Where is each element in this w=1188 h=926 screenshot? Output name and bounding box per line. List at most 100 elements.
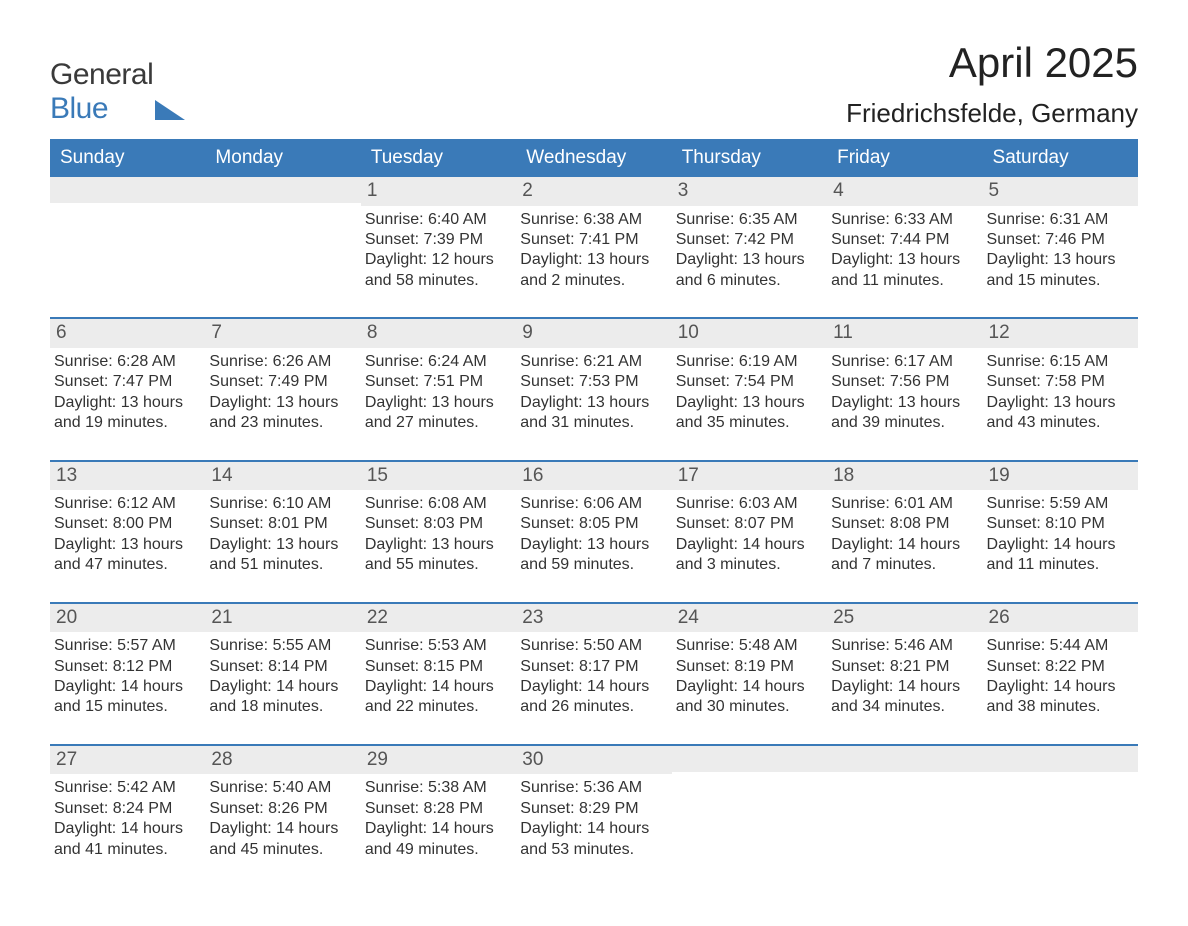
sunrise-line: Sunrise: 5:50 AM	[520, 636, 667, 656]
daylight-line: Daylight: 14 hours	[365, 677, 512, 697]
calendar-day-cell: 3Sunrise: 6:35 AMSunset: 7:42 PMDaylight…	[672, 177, 827, 317]
sunset-line: Sunset: 7:46 PM	[987, 230, 1134, 250]
day-number-bar: 12	[983, 317, 1138, 347]
day-number-bar: 3	[672, 177, 827, 205]
daylight-line: Daylight: 13 hours	[54, 393, 201, 413]
daylight-line: Daylight: 14 hours	[209, 819, 356, 839]
sunset-line: Sunset: 7:44 PM	[831, 230, 978, 250]
day-content: Sunrise: 6:24 AMSunset: 7:51 PMDaylight:…	[361, 348, 516, 460]
daylight-line: and 47 minutes.	[54, 555, 201, 575]
sunrise-line: Sunrise: 6:01 AM	[831, 494, 978, 514]
calendar-day-cell: 6Sunrise: 6:28 AMSunset: 7:47 PMDaylight…	[50, 317, 205, 459]
daylight-line: Daylight: 14 hours	[520, 819, 667, 839]
daylight-line: Daylight: 14 hours	[676, 677, 823, 697]
sunrise-line: Sunrise: 5:42 AM	[54, 778, 201, 798]
day-number-bar	[205, 177, 360, 203]
calendar-day-cell	[672, 744, 827, 886]
day-number-bar: 25	[827, 602, 982, 632]
sunrise-line: Sunrise: 6:38 AM	[520, 210, 667, 230]
day-number-bar: 19	[983, 460, 1138, 490]
calendar-day-cell: 1Sunrise: 6:40 AMSunset: 7:39 PMDaylight…	[361, 177, 516, 317]
daylight-line: and 31 minutes.	[520, 413, 667, 433]
sunrise-line: Sunrise: 6:24 AM	[365, 352, 512, 372]
daylight-line: and 55 minutes.	[365, 555, 512, 575]
daylight-line: and 58 minutes.	[365, 271, 512, 291]
day-content: Sunrise: 6:28 AMSunset: 7:47 PMDaylight:…	[50, 348, 205, 460]
calendar-day-cell	[50, 177, 205, 317]
daylight-line: Daylight: 14 hours	[365, 819, 512, 839]
calendar-day-cell: 23Sunrise: 5:50 AMSunset: 8:17 PMDayligh…	[516, 602, 671, 744]
weekday-header: Saturday	[983, 139, 1138, 177]
day-content: Sunrise: 5:50 AMSunset: 8:17 PMDaylight:…	[516, 632, 671, 744]
day-content: Sunrise: 6:01 AMSunset: 8:08 PMDaylight:…	[827, 490, 982, 602]
daylight-line: and 51 minutes.	[209, 555, 356, 575]
day-content	[205, 203, 360, 233]
sunrise-line: Sunrise: 5:48 AM	[676, 636, 823, 656]
daylight-line: and 23 minutes.	[209, 413, 356, 433]
calendar-day-cell: 14Sunrise: 6:10 AMSunset: 8:01 PMDayligh…	[205, 460, 360, 602]
daylight-line: and 59 minutes.	[520, 555, 667, 575]
day-content: Sunrise: 5:57 AMSunset: 8:12 PMDaylight:…	[50, 632, 205, 744]
daylight-line: Daylight: 13 hours	[209, 535, 356, 555]
daylight-line: and 11 minutes.	[831, 271, 978, 291]
daylight-line: and 7 minutes.	[831, 555, 978, 575]
sunset-line: Sunset: 8:14 PM	[209, 657, 356, 677]
sunrise-line: Sunrise: 6:12 AM	[54, 494, 201, 514]
daylight-line: Daylight: 14 hours	[209, 677, 356, 697]
daylight-line: Daylight: 13 hours	[54, 535, 201, 555]
day-content: Sunrise: 6:06 AMSunset: 8:05 PMDaylight:…	[516, 490, 671, 602]
day-number-bar: 5	[983, 177, 1138, 205]
day-number-bar: 22	[361, 602, 516, 632]
day-number-bar: 18	[827, 460, 982, 490]
calendar-day-cell: 15Sunrise: 6:08 AMSunset: 8:03 PMDayligh…	[361, 460, 516, 602]
day-content: Sunrise: 6:38 AMSunset: 7:41 PMDaylight:…	[516, 206, 671, 318]
day-content: Sunrise: 6:15 AMSunset: 7:58 PMDaylight:…	[983, 348, 1138, 460]
daylight-line: and 11 minutes.	[987, 555, 1134, 575]
daylight-line: and 45 minutes.	[209, 840, 356, 860]
day-content	[672, 772, 827, 802]
sunset-line: Sunset: 8:28 PM	[365, 799, 512, 819]
daylight-line: Daylight: 13 hours	[831, 250, 978, 270]
day-number-bar: 21	[205, 602, 360, 632]
daylight-line: Daylight: 14 hours	[987, 677, 1134, 697]
sunrise-line: Sunrise: 6:08 AM	[365, 494, 512, 514]
day-number-bar	[827, 744, 982, 772]
calendar-week-row: 27Sunrise: 5:42 AMSunset: 8:24 PMDayligh…	[50, 744, 1138, 886]
daylight-line: and 35 minutes.	[676, 413, 823, 433]
calendar-day-cell: 5Sunrise: 6:31 AMSunset: 7:46 PMDaylight…	[983, 177, 1138, 317]
sunset-line: Sunset: 7:47 PM	[54, 372, 201, 392]
daylight-line: Daylight: 13 hours	[365, 535, 512, 555]
sunset-line: Sunset: 8:19 PM	[676, 657, 823, 677]
day-content: Sunrise: 6:19 AMSunset: 7:54 PMDaylight:…	[672, 348, 827, 460]
day-content: Sunrise: 5:53 AMSunset: 8:15 PMDaylight:…	[361, 632, 516, 744]
calendar-day-cell: 24Sunrise: 5:48 AMSunset: 8:19 PMDayligh…	[672, 602, 827, 744]
calendar-day-cell	[983, 744, 1138, 886]
day-number-bar	[50, 177, 205, 203]
calendar-day-cell: 29Sunrise: 5:38 AMSunset: 8:28 PMDayligh…	[361, 744, 516, 886]
sunrise-line: Sunrise: 6:31 AM	[987, 210, 1134, 230]
daylight-line: and 49 minutes.	[365, 840, 512, 860]
sunrise-line: Sunrise: 5:36 AM	[520, 778, 667, 798]
sunrise-line: Sunrise: 6:06 AM	[520, 494, 667, 514]
day-number-bar: 17	[672, 460, 827, 490]
sunset-line: Sunset: 8:17 PM	[520, 657, 667, 677]
day-number-bar	[983, 744, 1138, 772]
calendar-day-cell: 10Sunrise: 6:19 AMSunset: 7:54 PMDayligh…	[672, 317, 827, 459]
day-content: Sunrise: 5:40 AMSunset: 8:26 PMDaylight:…	[205, 774, 360, 886]
daylight-line: and 27 minutes.	[365, 413, 512, 433]
calendar-day-cell: 7Sunrise: 6:26 AMSunset: 7:49 PMDaylight…	[205, 317, 360, 459]
daylight-line: and 18 minutes.	[209, 697, 356, 717]
calendar-day-cell: 20Sunrise: 5:57 AMSunset: 8:12 PMDayligh…	[50, 602, 205, 744]
sunrise-line: Sunrise: 6:26 AM	[209, 352, 356, 372]
sunrise-line: Sunrise: 6:03 AM	[676, 494, 823, 514]
calendar-day-cell: 22Sunrise: 5:53 AMSunset: 8:15 PMDayligh…	[361, 602, 516, 744]
calendar-day-cell: 4Sunrise: 6:33 AMSunset: 7:44 PMDaylight…	[827, 177, 982, 317]
daylight-line: and 26 minutes.	[520, 697, 667, 717]
day-content: Sunrise: 6:21 AMSunset: 7:53 PMDaylight:…	[516, 348, 671, 460]
calendar-day-cell: 26Sunrise: 5:44 AMSunset: 8:22 PMDayligh…	[983, 602, 1138, 744]
weekday-header: Friday	[827, 139, 982, 177]
sunset-line: Sunset: 7:49 PM	[209, 372, 356, 392]
calendar-week-row: 1Sunrise: 6:40 AMSunset: 7:39 PMDaylight…	[50, 177, 1138, 317]
calendar-day-cell: 12Sunrise: 6:15 AMSunset: 7:58 PMDayligh…	[983, 317, 1138, 459]
sunrise-line: Sunrise: 5:40 AM	[209, 778, 356, 798]
